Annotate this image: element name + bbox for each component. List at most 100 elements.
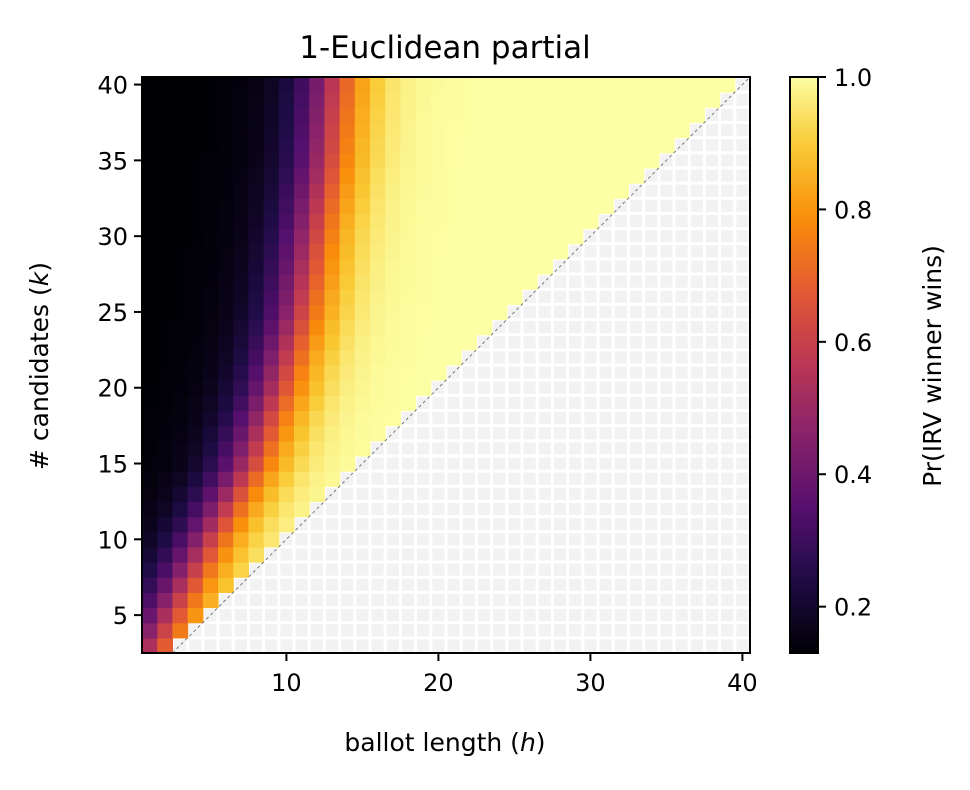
heatmap-cell (248, 167, 265, 184)
heatmap-cell (309, 425, 325, 442)
empty-cell (417, 609, 430, 622)
empty-cell (569, 457, 582, 470)
empty-cell (721, 396, 734, 409)
heatmap-cell (233, 183, 249, 199)
empty-cell (614, 275, 627, 288)
heatmap-cell (582, 77, 599, 93)
heatmap-cell (354, 213, 371, 230)
heatmap-cell (187, 107, 204, 124)
heatmap-cell (704, 92, 721, 108)
empty-cell (614, 548, 627, 561)
empty-cell (265, 609, 278, 622)
empty-cell (629, 442, 643, 455)
heatmap-cell (233, 395, 249, 412)
empty-cell (553, 366, 567, 379)
heatmap-cell (491, 107, 508, 124)
heatmap-cell (309, 137, 325, 154)
heatmap-cell (172, 258, 189, 275)
heatmap-cell (142, 395, 158, 412)
empty-cell (538, 442, 551, 455)
empty-cell (721, 230, 734, 243)
heatmap-cell (354, 425, 371, 442)
empty-cell (690, 381, 703, 394)
empty-cell (401, 533, 415, 546)
heatmap-cell (278, 152, 295, 169)
empty-cell (721, 548, 734, 561)
heatmap-cell (370, 122, 386, 139)
heatmap-cell (233, 304, 249, 321)
heatmap-cell (537, 137, 553, 154)
empty-cell (690, 396, 703, 409)
empty-cell (417, 624, 430, 637)
empty-cell (341, 502, 354, 516)
heatmap-cell (172, 410, 189, 427)
empty-cell (447, 563, 460, 576)
empty-cell (660, 578, 673, 591)
empty-cell (462, 411, 475, 425)
heatmap-cell (613, 122, 629, 139)
empty-cell (645, 624, 658, 637)
empty-cell (219, 593, 232, 607)
heatmap-cell (461, 274, 477, 290)
heatmap-cell (172, 183, 189, 199)
empty-cell (432, 609, 445, 622)
heatmap-cell (522, 213, 538, 230)
empty-cell (690, 639, 703, 652)
empty-cell (310, 563, 323, 576)
empty-cell (645, 230, 658, 243)
empty-cell (462, 396, 475, 409)
heatmap-cell (187, 334, 204, 351)
empty-cell (675, 624, 688, 637)
empty-cell (660, 487, 673, 500)
heatmap-cell (187, 167, 204, 184)
heatmap-cell (309, 228, 325, 245)
heatmap-cell (248, 546, 265, 563)
heatmap-cells (142, 77, 750, 654)
heatmap-cell (278, 137, 295, 154)
empty-cell (508, 624, 521, 637)
empty-cell (508, 502, 521, 516)
empty-cell (371, 548, 384, 561)
empty-cell (493, 563, 506, 576)
heatmap-cell (278, 122, 295, 139)
heatmap-cell (172, 395, 189, 412)
empty-cell (553, 578, 567, 591)
heatmap-cell (324, 152, 341, 169)
empty-cell (584, 609, 597, 622)
heatmap-cell (202, 471, 219, 487)
heatmap-cell (263, 304, 280, 321)
heatmap-cell (157, 198, 173, 215)
empty-cell (629, 199, 643, 212)
empty-cell (538, 472, 551, 485)
heatmap-cell (294, 258, 310, 275)
heatmap-cell (354, 92, 371, 108)
heatmap-cell (385, 167, 401, 184)
heatmap-cell (278, 319, 295, 336)
heatmap-cell (354, 395, 371, 412)
empty-cell (356, 624, 369, 637)
heatmap-cell (233, 531, 249, 548)
empty-cell (553, 305, 567, 319)
empty-cell (523, 427, 536, 440)
heatmap-cell (218, 167, 234, 184)
empty-cell (523, 336, 536, 349)
empty-cell (493, 381, 506, 394)
heatmap-cell (567, 198, 584, 215)
empty-cell (705, 487, 719, 500)
heatmap-cell (506, 198, 523, 215)
empty-cell (690, 472, 703, 485)
empty-cell (614, 593, 627, 607)
heatmap-cell (187, 228, 204, 245)
heatmap-cell (187, 562, 204, 578)
empty-cell (660, 169, 673, 182)
empty-cell (736, 427, 749, 440)
heatmap-cell (370, 92, 386, 108)
empty-cell (523, 563, 536, 576)
empty-cell (371, 502, 384, 516)
heatmap-cell (370, 395, 386, 412)
heatmap-cell (324, 77, 341, 93)
empty-cell (569, 260, 582, 273)
heatmap-cell (309, 107, 325, 124)
heatmap-cell (552, 137, 569, 154)
heatmap-cell (582, 198, 599, 215)
